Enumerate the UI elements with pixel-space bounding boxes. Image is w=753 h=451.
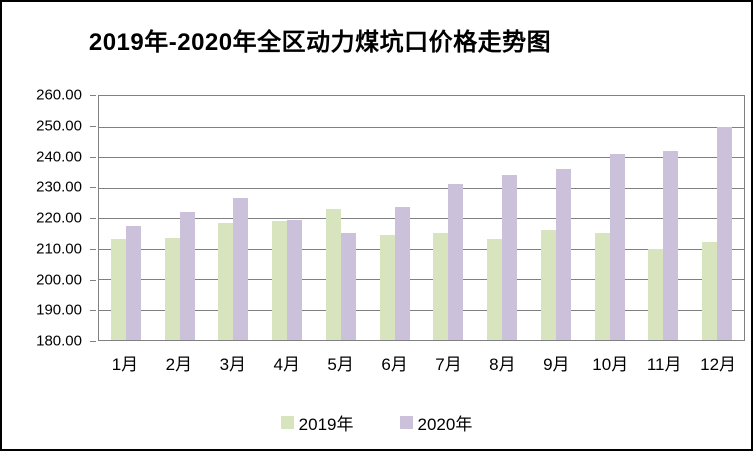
bar-group-11月 [637,96,691,340]
bar-2019年-10月 [594,233,610,340]
bar-group-3月 [207,96,261,340]
bar-2020年-9月 [555,169,571,340]
bar-group-5月 [314,96,368,340]
legend-item-2020年: 2020年 [399,410,473,435]
bar-2019年-7月 [433,233,449,340]
bar-2020年-1月 [125,225,141,340]
y-tick-mark [90,125,96,127]
bar-group-9月 [529,96,583,340]
y-tick-mark [90,218,96,219]
y-tick-label: 210.00 [36,240,82,258]
y-tick-label: 180.00 [36,332,82,350]
bar-2019年-12月 [702,242,718,340]
bar-group-6月 [368,96,422,340]
bar-group-1月 [99,96,153,340]
bar-2020年-8月 [502,175,518,340]
bar-group-4月 [260,96,314,340]
x-tick-label: 7月 [435,355,462,374]
bar-2020年-10月 [609,153,625,340]
bar-2020年-12月 [717,126,733,340]
y-tick-label: 220.00 [36,209,82,227]
y-tick-mark [90,341,96,342]
bar-group-7月 [422,96,476,340]
x-tick-label: 4月 [273,355,300,374]
bar-2019年-11月 [648,248,664,340]
gridline [99,126,744,128]
y-tick-label: 190.00 [36,301,82,319]
bar-2019年-8月 [487,239,503,340]
y-tick-mark [90,248,96,250]
bar-2019年-4月 [272,221,288,340]
bar-group-10月 [583,96,637,340]
bar-2020年-7月 [448,184,464,340]
y-tick-mark [90,310,96,312]
bar-2020年-4月 [287,219,303,340]
bar-2019年-5月 [325,208,341,340]
gridline [99,157,744,158]
bar-2019年-2月 [164,237,180,340]
x-tick-label: 1月 [111,355,139,374]
bar-group-12月 [690,96,744,340]
gridline [99,187,744,189]
x-tick-label: 9月 [543,355,570,374]
y-tick-label: 260.00 [36,86,82,104]
x-tick-label: 8月 [489,355,516,374]
x-axis: 1月 2月 3月 4月 5月 6月 7月 8月 9月 10月 11月 12月 [98,350,745,375]
bar-2020年-3月 [233,198,249,340]
legend-swatch [399,416,413,429]
gridline [99,309,744,311]
bar-2020年-2月 [179,211,195,340]
chart-title: 2019年-2020年全区动力煤坑口价格走势图 [88,29,552,56]
x-tick-label: 11月 [646,355,682,374]
bar-groups [99,96,744,340]
gridline [99,218,744,219]
gridline [99,279,744,280]
legend-label: 2020年 [417,415,473,434]
bar-2019年-1月 [110,239,126,340]
legend-item-2019年: 2019年 [280,410,354,435]
x-tick-label: 6月 [381,355,408,374]
y-tick-label: 250.00 [36,117,82,135]
gridline [99,248,744,250]
bar-2019年-6月 [379,234,395,340]
x-tick-label: 10月 [592,355,629,374]
y-tick-mark [90,187,96,189]
x-tick-label: 3月 [219,355,247,374]
bar-2020年-6月 [394,207,410,340]
bar-2019年-9月 [540,230,556,340]
x-tick-label: 12月 [700,355,737,374]
y-tick-mark [90,279,96,281]
y-tick-mark [90,95,96,96]
bar-2020年-5月 [340,233,356,340]
bar-2020年-11月 [663,150,679,340]
legend-swatch [280,416,294,429]
y-tick-label: 240.00 [36,148,82,165]
y-tick-label: 230.00 [36,178,82,196]
x-tick-label: 5月 [327,355,354,374]
bar-group-8月 [475,96,529,340]
legend-label: 2019年 [298,415,354,434]
x-tick-label: 2月 [165,355,193,374]
legend: 2019年 2020年 [2,410,751,435]
y-tick-mark [90,156,96,158]
bar-2019年-3月 [218,222,234,340]
plot-area [98,95,745,341]
y-tick-label: 200.00 [36,271,82,288]
bar-group-2月 [153,96,207,340]
y-axis: 260.00 250.00 240.00 230.00 220.00 210.00 200.… [2,87,96,350]
